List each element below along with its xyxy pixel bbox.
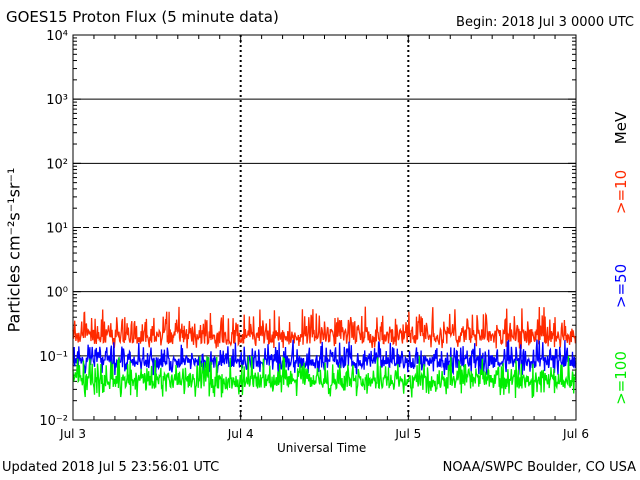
- y-tick-label-0: 10⁻²: [39, 414, 68, 429]
- legend-ge100: >=100: [612, 351, 630, 405]
- legend-ge50: >=50: [612, 263, 630, 309]
- y-tick-label-3: 10¹: [46, 222, 68, 237]
- y-tick-label-4: 10²: [46, 157, 68, 172]
- x-axis-label: Universal Time: [277, 441, 367, 455]
- legend-ge10: >=10: [612, 169, 630, 215]
- x-tick-label-3: Jul 6: [562, 427, 589, 441]
- plot-frame: [72, 34, 577, 421]
- x-tick-label-2: Jul 5: [394, 427, 421, 441]
- y-tick-label-2: 10⁰: [46, 286, 68, 301]
- series-line-0: [72, 306, 577, 350]
- chart-title: GOES15 Proton Flux (5 minute data): [6, 8, 279, 26]
- y-tick-label-1: 10⁻¹: [39, 350, 68, 365]
- y-tick-label-5: 10³: [46, 93, 68, 108]
- begin-time-label: Begin: 2018 Jul 3 0000 UTC: [456, 15, 634, 30]
- series-line-2: [72, 355, 577, 399]
- credit-label: NOAA/SWPC Boulder, CO USA: [442, 460, 636, 475]
- x-tick-label-0: Jul 3: [59, 427, 86, 441]
- x-tick-label-1: Jul 4: [227, 427, 254, 441]
- updated-timestamp: Updated 2018 Jul 5 23:56:01 UTC: [2, 460, 220, 475]
- y-tick-label-6: 10⁴: [46, 29, 68, 44]
- unit-label: MeV: [612, 111, 630, 145]
